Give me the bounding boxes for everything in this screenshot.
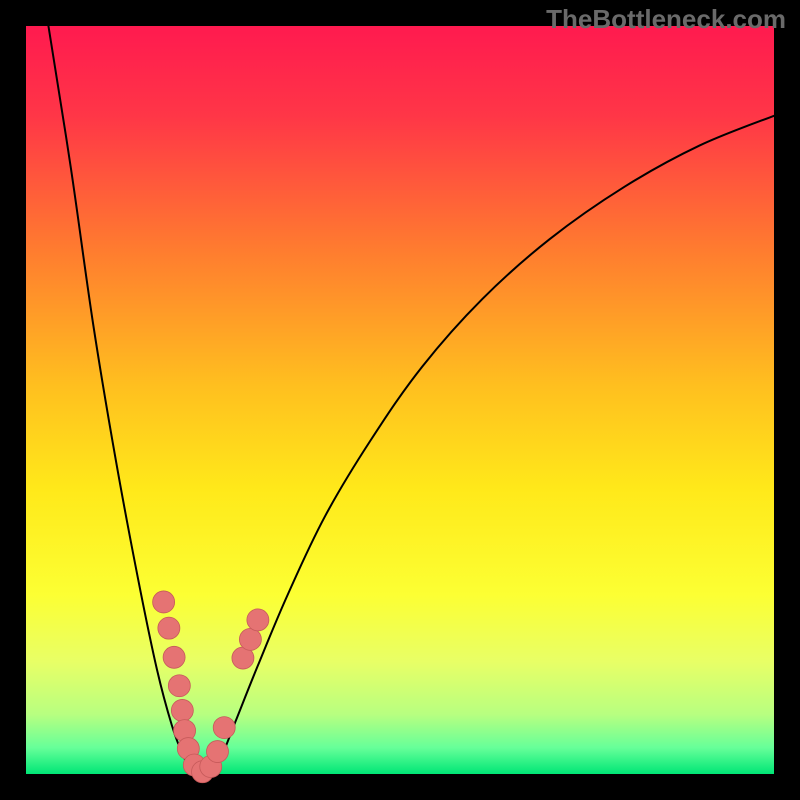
data-marker bbox=[213, 717, 235, 739]
data-marker bbox=[163, 646, 185, 668]
curve-overlay bbox=[0, 0, 800, 800]
data-marker bbox=[158, 617, 180, 639]
data-marker bbox=[206, 741, 228, 763]
data-marker bbox=[153, 591, 175, 613]
data-marker bbox=[171, 699, 193, 721]
watermark-text: TheBottleneck.com bbox=[546, 4, 786, 35]
data-marker bbox=[168, 675, 190, 697]
data-marker bbox=[247, 609, 269, 631]
bottleneck-curve bbox=[48, 26, 774, 774]
chart-container: TheBottleneck.com bbox=[0, 0, 800, 800]
data-marker bbox=[239, 628, 261, 650]
